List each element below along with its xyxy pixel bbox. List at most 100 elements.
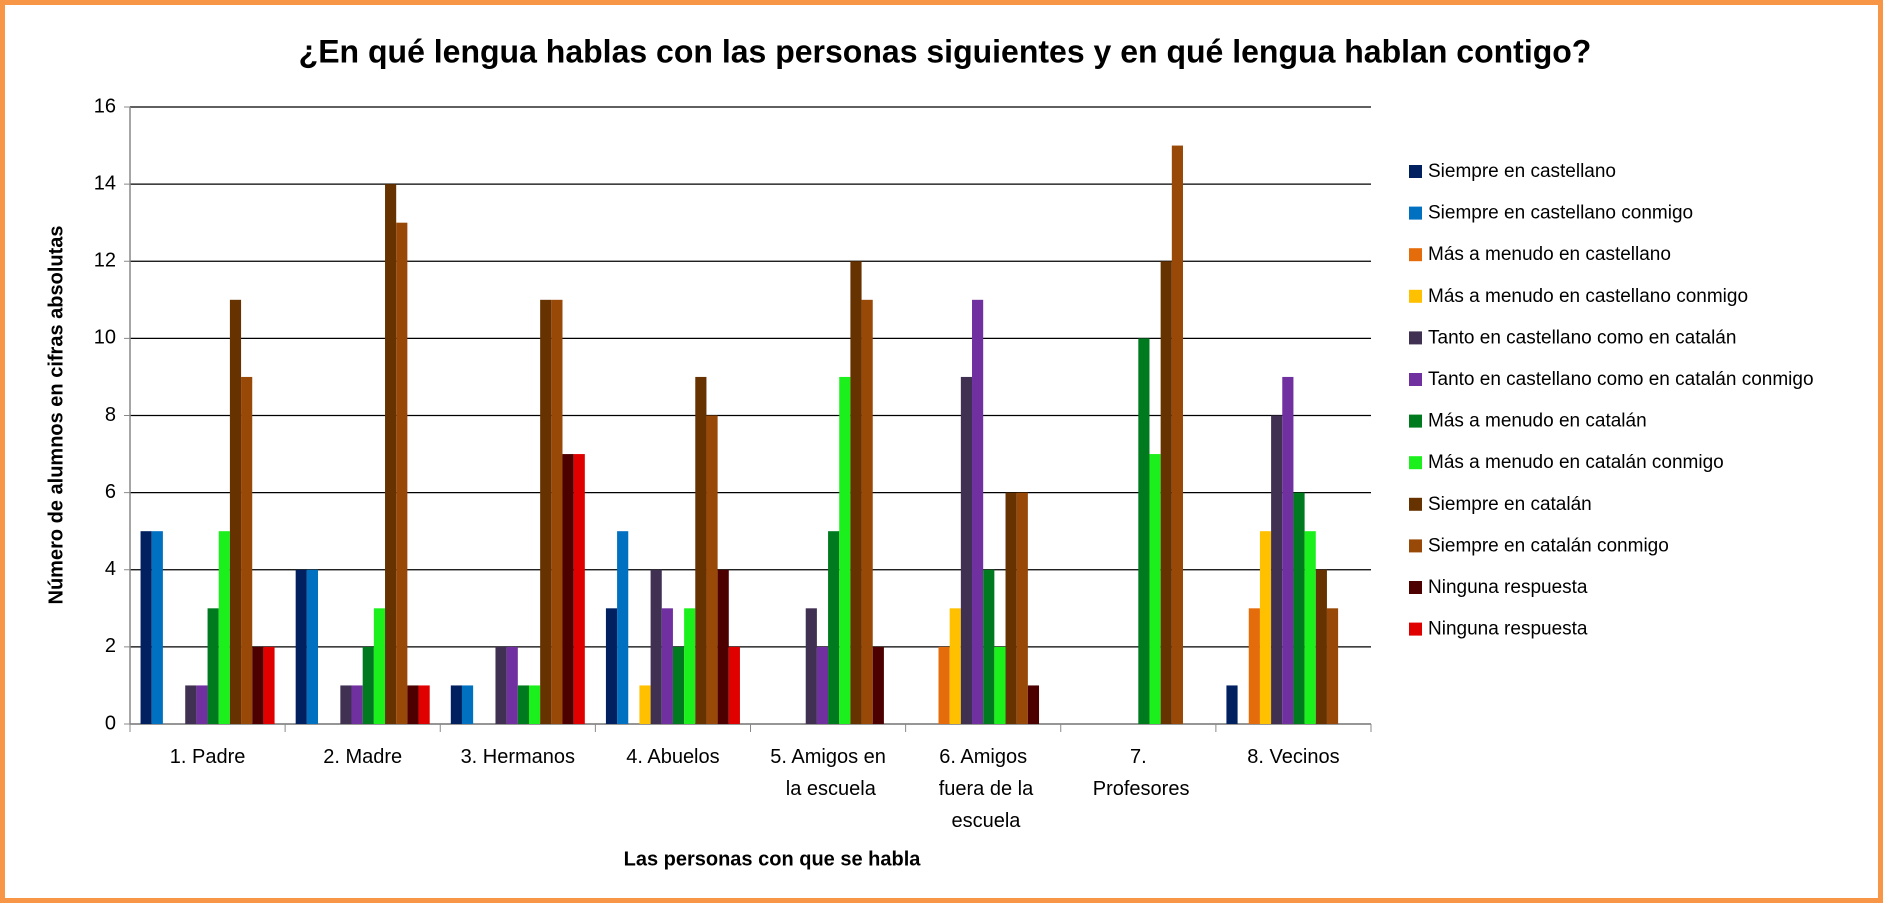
bar bbox=[972, 299, 984, 724]
legend-swatch bbox=[1409, 581, 1422, 594]
bar bbox=[650, 569, 662, 724]
chart-title: ¿En qué lengua hablas con las personas s… bbox=[299, 33, 1592, 69]
legend-swatch bbox=[1409, 248, 1422, 262]
bar bbox=[506, 646, 518, 724]
bar bbox=[839, 376, 851, 724]
bar bbox=[706, 415, 718, 724]
legend-label: Ninguna respuesta bbox=[1428, 619, 1588, 640]
legend-label: Más a menudo en castellano bbox=[1428, 244, 1671, 265]
bar bbox=[185, 685, 197, 724]
bar bbox=[140, 531, 152, 724]
bar bbox=[728, 646, 740, 724]
bar bbox=[540, 299, 552, 724]
y-axis-title: Número de alumnos en cifras absolutas bbox=[45, 226, 67, 605]
y-tick-label: 8 bbox=[105, 404, 116, 426]
legend-swatch bbox=[1409, 331, 1422, 345]
bar bbox=[960, 376, 973, 724]
bar bbox=[949, 608, 961, 724]
x-tick-label: 1. Padre bbox=[170, 746, 246, 768]
bar bbox=[207, 608, 219, 724]
x-axis-title: Las personas con que se habla bbox=[624, 848, 922, 870]
bar bbox=[562, 454, 574, 724]
legend-swatch bbox=[1409, 373, 1422, 386]
y-tick-label: 14 bbox=[94, 172, 116, 194]
y-tick-label: 0 bbox=[105, 712, 116, 734]
bar bbox=[396, 222, 408, 724]
bar bbox=[1315, 569, 1327, 724]
bar bbox=[385, 184, 397, 724]
legend-label: Tanto en castellano como en catalán bbox=[1428, 327, 1736, 348]
x-tick-label: 3. Hermanos bbox=[461, 746, 576, 768]
bar bbox=[495, 646, 507, 724]
bar bbox=[717, 569, 729, 724]
bar bbox=[861, 299, 873, 724]
legend-swatch bbox=[1409, 289, 1422, 303]
bar bbox=[573, 454, 585, 724]
x-tick-label: 2. Madre bbox=[323, 746, 402, 768]
legend-label: Siempre en castellano bbox=[1428, 161, 1616, 182]
bar bbox=[605, 608, 618, 724]
bar bbox=[1149, 454, 1161, 724]
x-tick-label: 4. Abuelos bbox=[626, 746, 719, 768]
legend-swatch bbox=[1409, 539, 1422, 553]
bar bbox=[617, 531, 629, 724]
bar bbox=[994, 646, 1006, 724]
bar bbox=[1027, 685, 1040, 724]
x-tick-label: 6. Amigos fuera de la escuela bbox=[933, 746, 1034, 832]
bar bbox=[306, 569, 319, 724]
bar bbox=[229, 299, 242, 724]
x-tick-label: 7. Profesores bbox=[1087, 746, 1189, 800]
bar bbox=[362, 646, 374, 724]
bar bbox=[872, 646, 884, 724]
y-tick-label: 12 bbox=[94, 250, 116, 272]
bar bbox=[1282, 376, 1294, 724]
legend-swatch bbox=[1409, 622, 1422, 636]
legend-label: Más a menudo en castellano conmigo bbox=[1428, 286, 1748, 307]
bar bbox=[340, 685, 352, 724]
bar bbox=[263, 646, 275, 724]
bar bbox=[407, 685, 419, 724]
bar bbox=[461, 685, 474, 724]
bar bbox=[816, 646, 829, 724]
legend-swatch bbox=[1409, 414, 1422, 428]
legend-label: Siempre en catalán conmigo bbox=[1428, 535, 1669, 556]
bar bbox=[1293, 492, 1305, 724]
bar bbox=[672, 646, 685, 724]
bar bbox=[695, 376, 707, 724]
bar bbox=[1226, 685, 1238, 724]
bar bbox=[850, 261, 862, 724]
bar bbox=[805, 608, 817, 724]
bar bbox=[661, 608, 673, 724]
bar bbox=[983, 569, 995, 724]
bar bbox=[252, 646, 264, 724]
legend-label: Ninguna respuesta bbox=[1428, 577, 1588, 598]
legend-label: Más a menudo en catalán conmigo bbox=[1428, 452, 1724, 473]
bar bbox=[684, 608, 696, 724]
bar bbox=[151, 531, 163, 724]
bar bbox=[450, 685, 462, 724]
bar bbox=[1138, 338, 1150, 724]
bar bbox=[517, 685, 529, 724]
bar bbox=[1016, 492, 1028, 724]
y-tick-label: 4 bbox=[105, 558, 116, 580]
bar bbox=[1326, 608, 1339, 724]
bar bbox=[1005, 492, 1017, 724]
bar bbox=[1160, 261, 1172, 724]
y-tick-label: 10 bbox=[94, 327, 116, 349]
bar bbox=[828, 531, 840, 724]
bar bbox=[551, 299, 563, 724]
bar bbox=[1304, 531, 1316, 724]
y-tick-label: 6 bbox=[105, 481, 116, 503]
bar bbox=[528, 685, 541, 724]
bar bbox=[1259, 531, 1272, 724]
legend-swatch bbox=[1409, 206, 1422, 220]
bar bbox=[351, 685, 363, 724]
bar bbox=[295, 569, 307, 724]
legend-label: Siempre en castellano conmigo bbox=[1428, 203, 1693, 224]
legend-label: Siempre en catalán bbox=[1428, 494, 1592, 515]
legend-swatch bbox=[1409, 497, 1422, 511]
bar bbox=[1248, 608, 1260, 724]
legend-label: Más a menudo en catalán bbox=[1428, 411, 1647, 432]
